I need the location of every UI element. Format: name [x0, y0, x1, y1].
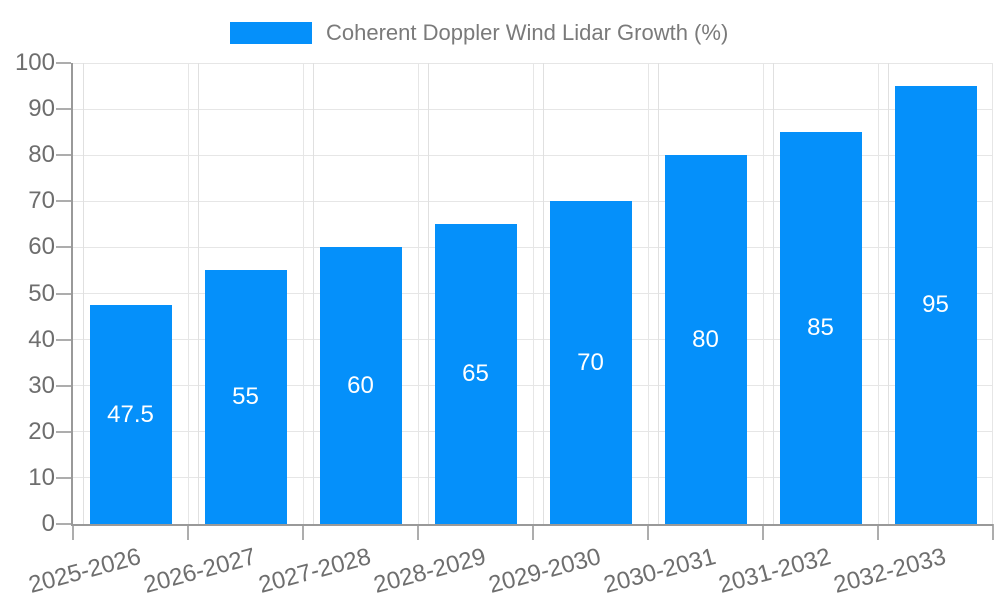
bar[interactable]: 60	[319, 247, 402, 524]
x-axis-tick	[532, 524, 534, 540]
y-axis-tick	[56, 338, 71, 341]
x-gridline	[991, 63, 993, 524]
x-gridline-secondary	[888, 63, 889, 524]
x-gridline-secondary	[198, 63, 199, 524]
x-axis-tick	[647, 524, 649, 540]
x-gridline	[302, 63, 304, 524]
bar-value-label: 55	[232, 383, 259, 411]
bar-value-label: 80	[692, 325, 719, 353]
x-gridline-secondary	[428, 63, 429, 524]
y-axis-tick-label: 60	[28, 233, 55, 261]
x-axis-tick	[417, 524, 419, 540]
plot-area: 0 10 20 30 40 50 60 70 80 90 100 47.5 2025-2026 55 202…	[15, 50, 994, 599]
legend-item[interactable]: Coherent Doppler Wind Lidar Growth (%)	[230, 21, 728, 44]
x-axis-tick	[762, 524, 764, 540]
x-axis-line	[71, 524, 993, 526]
y-axis-tick	[56, 246, 71, 249]
y-axis-tick-label: 30	[28, 371, 55, 399]
x-gridline-secondary	[658, 63, 659, 524]
bar-value-label: 85	[807, 314, 834, 342]
bar[interactable]: 85	[779, 132, 862, 524]
bar-value-label: 65	[462, 360, 489, 388]
y-axis-line	[71, 63, 73, 524]
x-gridline	[187, 63, 189, 524]
bar-value-label: 60	[347, 371, 374, 399]
bar[interactable]: 95	[894, 86, 977, 524]
y-axis-tick	[56, 62, 71, 64]
y-axis-tick-label: 20	[28, 417, 55, 445]
y-axis-tick-label: 50	[28, 279, 55, 307]
x-gridline-secondary	[543, 63, 544, 524]
bar[interactable]: 70	[549, 201, 632, 524]
y-axis-tick	[56, 200, 71, 203]
bar[interactable]: 65	[434, 224, 517, 524]
bar[interactable]: 47.5	[89, 305, 172, 524]
legend-label: Coherent Doppler Wind Lidar Growth (%)	[326, 20, 729, 45]
legend-swatch	[230, 21, 312, 44]
x-gridline	[877, 63, 879, 524]
y-axis-tick	[56, 476, 71, 479]
y-axis-tick	[56, 292, 71, 295]
bar-value-label: 95	[922, 291, 949, 319]
y-axis-tick-label: 40	[28, 325, 55, 353]
x-gridline-secondary	[313, 63, 314, 524]
y-axis-tick-label: 80	[28, 141, 55, 169]
x-axis-tick	[302, 524, 304, 540]
x-gridline	[532, 63, 534, 524]
y-axis-tick-label: 100	[14, 49, 55, 76]
y-axis-tick	[56, 523, 71, 525]
bar[interactable]: 55	[204, 270, 287, 524]
bar[interactable]: 80	[664, 155, 747, 524]
x-axis-tick	[992, 524, 994, 540]
x-gridline	[647, 63, 649, 524]
y-axis-tick-label: 0	[41, 510, 55, 537]
x-gridline-secondary	[83, 63, 84, 524]
x-axis-tick	[877, 524, 879, 540]
x-gridline	[762, 63, 764, 524]
bar-value-label: 47.5	[107, 400, 154, 428]
x-axis-tick	[187, 524, 189, 540]
y-axis-tick-label: 10	[28, 463, 55, 491]
y-axis-tick-label: 70	[28, 187, 55, 215]
bar-value-label: 70	[577, 348, 604, 376]
y-axis-tick	[56, 108, 71, 111]
y-axis-tick	[56, 430, 71, 433]
x-axis-tick	[72, 524, 74, 540]
y-axis-tick-label: 90	[28, 95, 55, 123]
x-gridline-secondary	[773, 63, 774, 524]
x-gridline	[417, 63, 419, 524]
y-axis-tick	[56, 154, 71, 157]
y-axis-tick	[56, 384, 71, 387]
